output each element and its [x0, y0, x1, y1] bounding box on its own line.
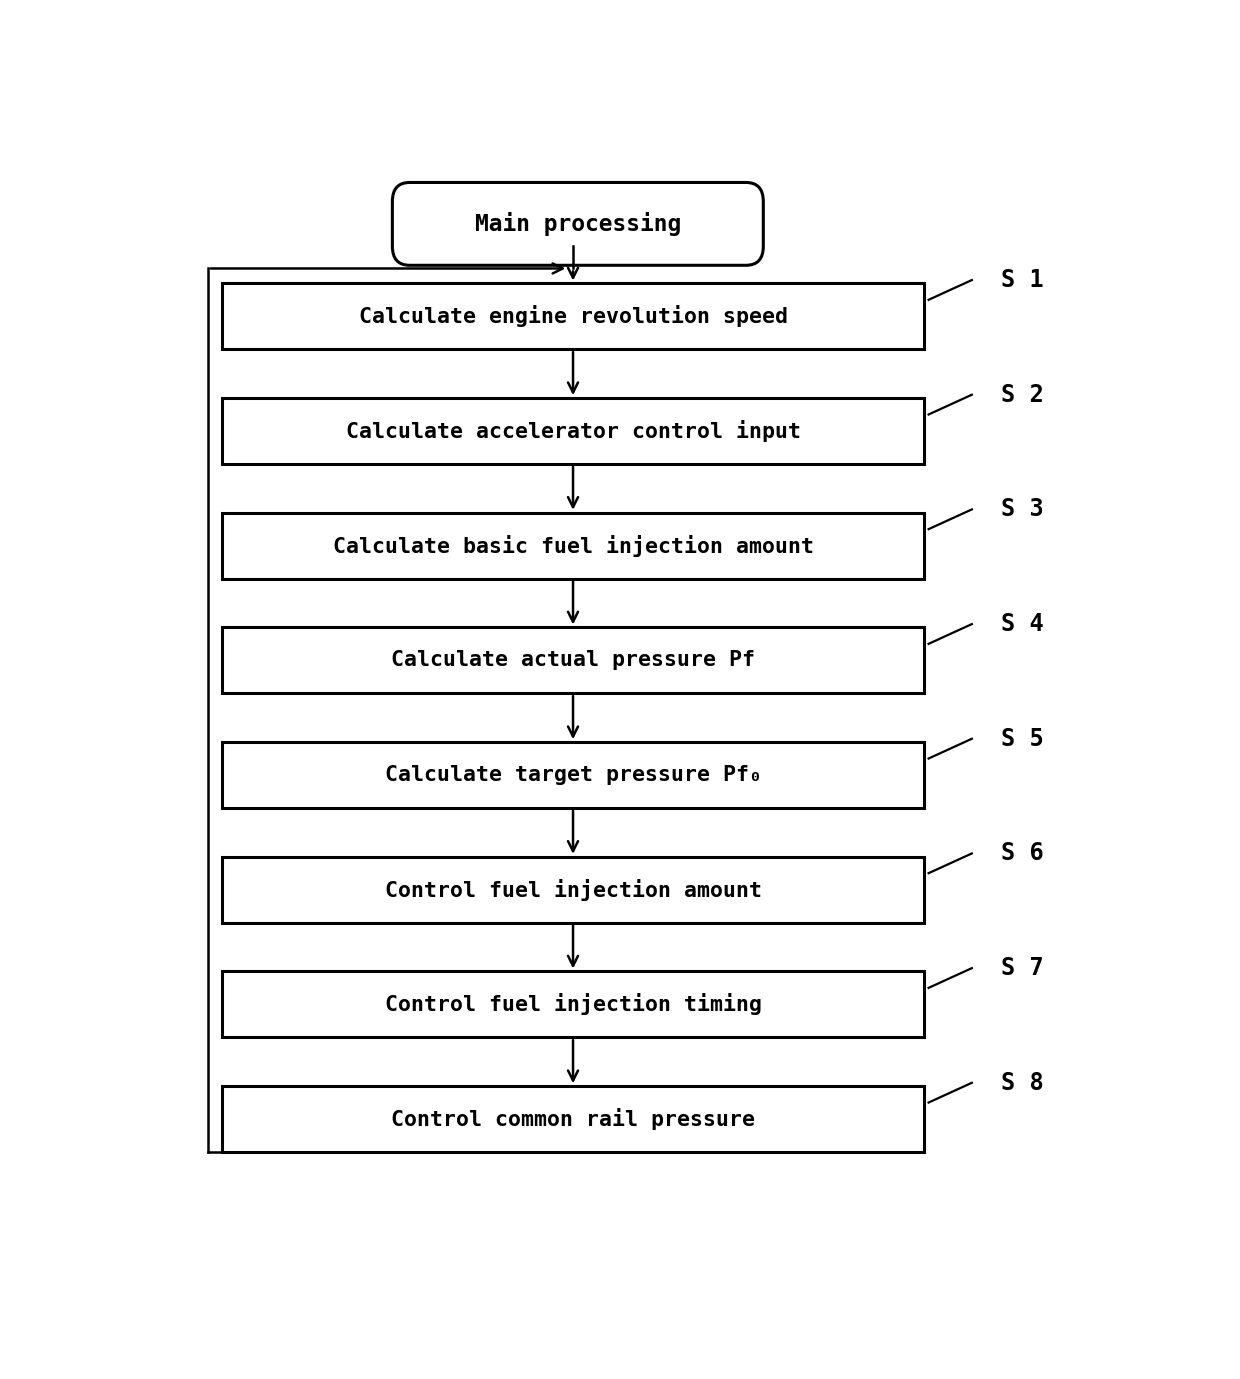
Text: Calculate target pressure Pf₀: Calculate target pressure Pf₀ [384, 765, 761, 785]
Text: Control common rail pressure: Control common rail pressure [391, 1107, 755, 1129]
Bar [222, 1087, 924, 1151]
Bar [222, 283, 924, 349]
Text: Calculate actual pressure Pf: Calculate actual pressure Pf [391, 651, 755, 670]
Bar [222, 399, 924, 463]
Text: S 7: S 7 [1001, 956, 1043, 980]
Text: S 1: S 1 [1001, 268, 1043, 292]
Text: S 4: S 4 [1001, 612, 1043, 636]
Text: S 6: S 6 [1001, 841, 1043, 866]
FancyBboxPatch shape [392, 182, 764, 265]
Bar [222, 513, 924, 579]
Text: Control fuel injection amount: Control fuel injection amount [384, 878, 761, 900]
Text: Calculate engine revolution speed: Calculate engine revolution speed [358, 305, 787, 327]
Text: S 8: S 8 [1001, 1071, 1043, 1095]
Text: S 5: S 5 [1001, 727, 1043, 750]
Text: S 3: S 3 [1001, 498, 1043, 521]
Bar [222, 856, 924, 923]
Bar [222, 971, 924, 1037]
Text: Calculate accelerator control input: Calculate accelerator control input [346, 421, 801, 441]
Bar [222, 627, 924, 694]
Text: Main processing: Main processing [475, 212, 681, 236]
Text: Calculate basic fuel injection amount: Calculate basic fuel injection amount [332, 535, 813, 557]
Text: S 2: S 2 [1001, 383, 1043, 407]
Text: Control fuel injection timing: Control fuel injection timing [384, 993, 761, 1015]
Bar [222, 742, 924, 808]
